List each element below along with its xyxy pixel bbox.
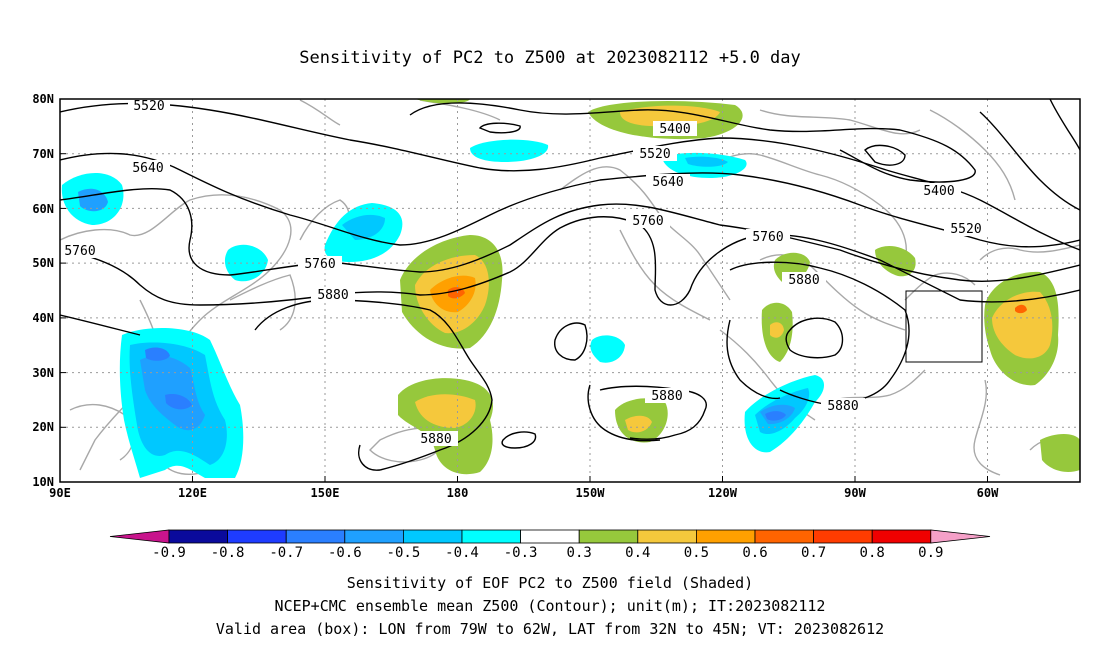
contour-label: 5760 xyxy=(304,257,335,272)
contour-label: 5880 xyxy=(827,399,858,414)
valid-area-box xyxy=(905,290,983,363)
colorbar-swatch xyxy=(871,529,932,544)
shade-cyan-arctic xyxy=(470,139,549,162)
colorbar-end-right xyxy=(930,529,991,544)
lat-tick-label: 40N xyxy=(32,311,54,325)
shade-darkblue-asia xyxy=(145,347,170,361)
lat-tick-label: 60N xyxy=(32,202,54,216)
shade-green-greatlakes xyxy=(875,246,916,277)
contour-label: 5760 xyxy=(64,244,95,259)
contour-label: 5520 xyxy=(639,147,670,162)
shade-lightblue-canada xyxy=(685,156,728,167)
shade-yellow-atlantic xyxy=(992,291,1053,359)
lon-tick-label: 180 xyxy=(447,486,469,500)
shade-yellow-plains xyxy=(770,322,784,338)
lon-tick-label: 150W xyxy=(576,486,606,500)
colorbar-label: -0.6 xyxy=(328,545,362,561)
colorbar-end-left xyxy=(109,529,170,544)
contour-label: 5520 xyxy=(133,99,164,114)
shade-blue-asia xyxy=(140,355,205,431)
contour-label: 5640 xyxy=(132,161,163,176)
lat-tick-label: 50N xyxy=(32,256,54,270)
lat-tick-label: 30N xyxy=(32,366,54,380)
lat-axis-labels: 80N 70N 60N 50N 40N 30N 20N 10N xyxy=(32,92,54,489)
colorbar-swatch xyxy=(696,529,756,544)
shade-darkblue-asia2 xyxy=(165,394,192,410)
colorbar-swatch xyxy=(402,529,463,544)
lon-tick-label: 90E xyxy=(49,486,71,500)
colorbar-label: 0.3 xyxy=(567,545,592,561)
colorbar-label: -0.5 xyxy=(387,545,421,561)
contour-label: 5760 xyxy=(632,214,663,229)
shade-green-caribbean xyxy=(1040,434,1080,472)
colorbar-label: -0.4 xyxy=(445,545,479,561)
grid-lines xyxy=(60,99,1080,482)
colorbar-swatch xyxy=(227,529,287,544)
contour-label: 5760 xyxy=(752,230,783,245)
footer-line-2: NCEP+CMC ensemble mean Z500 (Contour); u… xyxy=(274,597,826,615)
lon-axis-labels: 90E 120E 150E 180 150W 120W 90W 60W xyxy=(49,486,999,500)
lat-tick-label: 10N xyxy=(32,475,54,489)
footer-line-1: Sensitivity of EOF PC2 to Z500 field (Sh… xyxy=(346,574,754,592)
map-title: Sensitivity of PC2 to Z500 at 2023082112… xyxy=(299,48,801,68)
shade-darkblue-mexico xyxy=(765,411,786,421)
map-frame xyxy=(59,98,1081,483)
colorbar-label: -0.9 xyxy=(152,545,186,561)
lat-tick-label: 20N xyxy=(32,420,54,434)
contour-label: 5400 xyxy=(923,184,954,199)
colorbar-label: -0.3 xyxy=(504,545,538,561)
footer-line-3: Valid area (box): LON from 79W to 62W, L… xyxy=(215,620,885,638)
colorbar-label: 0.7 xyxy=(801,545,826,561)
lat-tick-label: 70N xyxy=(32,147,54,161)
colorbar-swatch xyxy=(578,529,639,544)
lon-tick-label: 90W xyxy=(844,486,866,500)
contour-label: 5520 xyxy=(950,222,981,237)
shade-orange-atlantic xyxy=(1015,304,1027,314)
colorbar-label: 0.4 xyxy=(625,545,650,561)
colorbar-swatch xyxy=(285,529,346,544)
shade-yellow-pacific xyxy=(415,394,476,428)
colorbar-swatch xyxy=(344,529,404,544)
colorbar-swatch xyxy=(461,529,521,544)
colorbar: -0.9 -0.8 -0.7 -0.6 -0.5 -0.4 -0.3 0.3 0.4 0.5 0.6… xyxy=(109,529,991,561)
shade-yellow-eastpacific xyxy=(625,415,652,433)
contour-label: 5880 xyxy=(317,288,348,303)
colorbar-label: 0.5 xyxy=(684,545,709,561)
colorbar-label: 0.8 xyxy=(860,545,885,561)
lon-tick-label: 120W xyxy=(708,486,738,500)
colorbar-swatch xyxy=(520,529,580,544)
lon-tick-label: 150E xyxy=(311,486,340,500)
lon-tick-label: 60W xyxy=(977,486,999,500)
shade-cyan-midpacific xyxy=(590,335,625,363)
sensitivity-shading xyxy=(61,99,1080,478)
lat-tick-label: 80N xyxy=(32,92,54,106)
colorbar-label: 0.6 xyxy=(742,545,767,561)
lon-tick-label: 120E xyxy=(178,486,207,500)
colorbar-swatch xyxy=(754,529,814,544)
contour-label: 5880 xyxy=(651,389,682,404)
contour-labels: 5520 5640 5760 5760 5880 5400 5520 5640 … xyxy=(58,98,988,447)
colorbar-label: -0.7 xyxy=(269,545,303,561)
contour-label: 5640 xyxy=(652,175,683,190)
contour-label: 5880 xyxy=(788,273,819,288)
tick-marks xyxy=(59,98,988,483)
colorbar-label: 0.9 xyxy=(918,545,943,561)
colorbar-swatch xyxy=(637,529,697,544)
colorbar-swatch xyxy=(813,529,873,544)
contour-label: 5880 xyxy=(420,432,451,447)
colorbar-label: -0.8 xyxy=(211,545,245,561)
contour-label: 5400 xyxy=(659,122,690,137)
colorbar-swatch xyxy=(168,529,228,544)
